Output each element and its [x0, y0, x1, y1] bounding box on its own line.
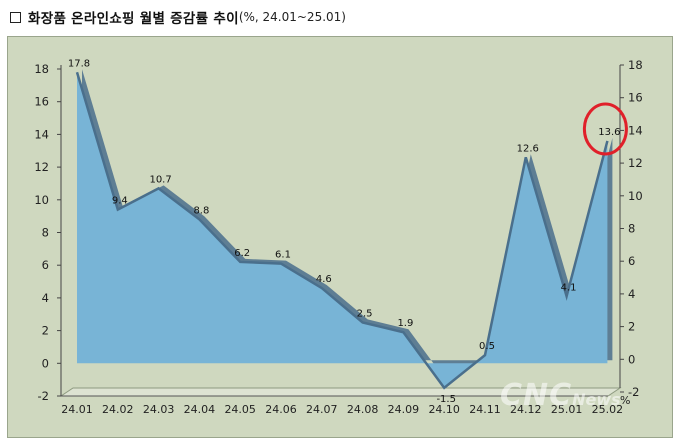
data-label: 4.6	[316, 274, 332, 285]
x-tick-label: 24.03	[143, 403, 175, 416]
y-tick-label-left: 2	[42, 324, 49, 338]
data-label: 4.1	[561, 282, 577, 293]
data-label: 2.5	[357, 308, 373, 319]
data-label: 10.7	[149, 174, 171, 185]
y-tick-label-right: 12	[628, 156, 643, 170]
y-tick-label-right: 6	[628, 254, 635, 268]
y-tick-label-right: 4	[628, 287, 635, 301]
x-tick-label: 24.01	[61, 403, 93, 416]
data-label: 8.8	[193, 205, 209, 216]
x-tick-label: 24.11	[469, 403, 501, 416]
y-tick-label-left: 8	[42, 226, 49, 240]
y-tick-label-left: 14	[34, 127, 49, 141]
y-tick-label-right: 16	[628, 91, 643, 105]
y-tick-label-left: 0	[42, 356, 49, 370]
x-tick-label: 24.04	[184, 403, 216, 416]
data-label: 9.4	[112, 196, 128, 207]
y-tick-label-right: 0	[628, 352, 635, 366]
y-tick-label-right: 2	[628, 320, 635, 334]
data-label: 6.1	[275, 250, 291, 261]
x-tick-label: 24.09	[388, 403, 420, 416]
title-subtitle: (%, 24.01~25.01)	[238, 10, 346, 24]
y-unit-label: %	[620, 394, 630, 407]
y-tick-label-left: 10	[34, 193, 49, 207]
x-tick-label: 24.05	[224, 403, 256, 416]
y-tick-label-left: 16	[34, 95, 49, 109]
watermark-logo: CNCNews	[500, 378, 621, 413]
x-tick-label: 24.08	[347, 403, 379, 416]
data-label: 12.6	[517, 143, 539, 154]
chart-area: -2 -2 0 0 2 2 4 4 6 6 8 8 10 10 12 12 14 14 16 16 18 18 17.8 9.…	[7, 36, 673, 438]
y-tick-label-right: 8	[628, 222, 635, 236]
chart-title: 화장품 온라인쇼핑 월별 증감률 추이 (%, 24.01~25.01)	[10, 8, 346, 27]
y-tick-label-left: 4	[42, 291, 49, 305]
highlight-circle	[582, 102, 628, 156]
data-label: 13.6	[598, 127, 620, 138]
title-main: 화장품 온라인쇼핑 월별 증감률 추이	[28, 11, 239, 27]
y-tick-label-left: 18	[34, 62, 49, 76]
area-series-line	[75, 71, 609, 390]
checkbox-icon	[10, 11, 21, 23]
x-tick-label: 24.12	[510, 403, 542, 416]
y-tick-label-right: 10	[628, 189, 643, 203]
data-label: 17.8	[68, 58, 90, 69]
data-label: 6.2	[234, 248, 250, 259]
chart-svg: -2 -2 0 0 2 2 4 4 6 6 8 8 10 10 12 12 14 14 16 16 18 18 17.8 9.…	[34, 58, 643, 416]
data-label: 1.9	[397, 318, 413, 329]
x-tick-label: 24.07	[306, 403, 338, 416]
y-tick-label-left: 12	[34, 160, 49, 174]
y-tick-label-left: -2	[38, 389, 49, 403]
x-tick-label: 24.06	[265, 403, 297, 416]
area-series	[77, 72, 608, 388]
y-tick-label-left: 6	[42, 258, 49, 272]
x-tick-label: 25.01	[551, 403, 583, 416]
y-tick-label-right: 18	[628, 58, 643, 72]
x-tick-label: 25.02	[592, 403, 624, 416]
y-tick-label-right: -2	[628, 385, 639, 399]
x-tick-label: 24.02	[102, 403, 134, 416]
y-tick-label-right: 14	[628, 123, 643, 137]
data-label: -1.5	[436, 394, 456, 405]
data-label: 0.5	[479, 341, 495, 352]
x-tick-label: 24.10	[428, 403, 460, 416]
